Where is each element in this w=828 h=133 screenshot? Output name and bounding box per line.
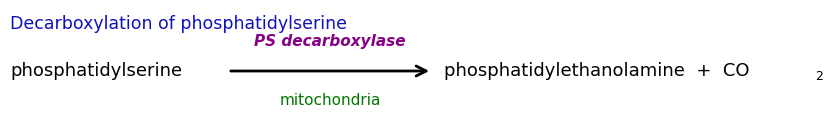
Text: mitochondria: mitochondria: [279, 93, 380, 108]
Text: phosphatidylserine: phosphatidylserine: [10, 62, 182, 80]
Text: 2: 2: [814, 70, 822, 82]
Text: Decarboxylation of phosphatidylserine: Decarboxylation of phosphatidylserine: [10, 15, 347, 33]
Text: PS decarboxylase: PS decarboxylase: [254, 34, 406, 49]
Text: phosphatidylethanolamine  +  CO: phosphatidylethanolamine + CO: [444, 62, 749, 80]
